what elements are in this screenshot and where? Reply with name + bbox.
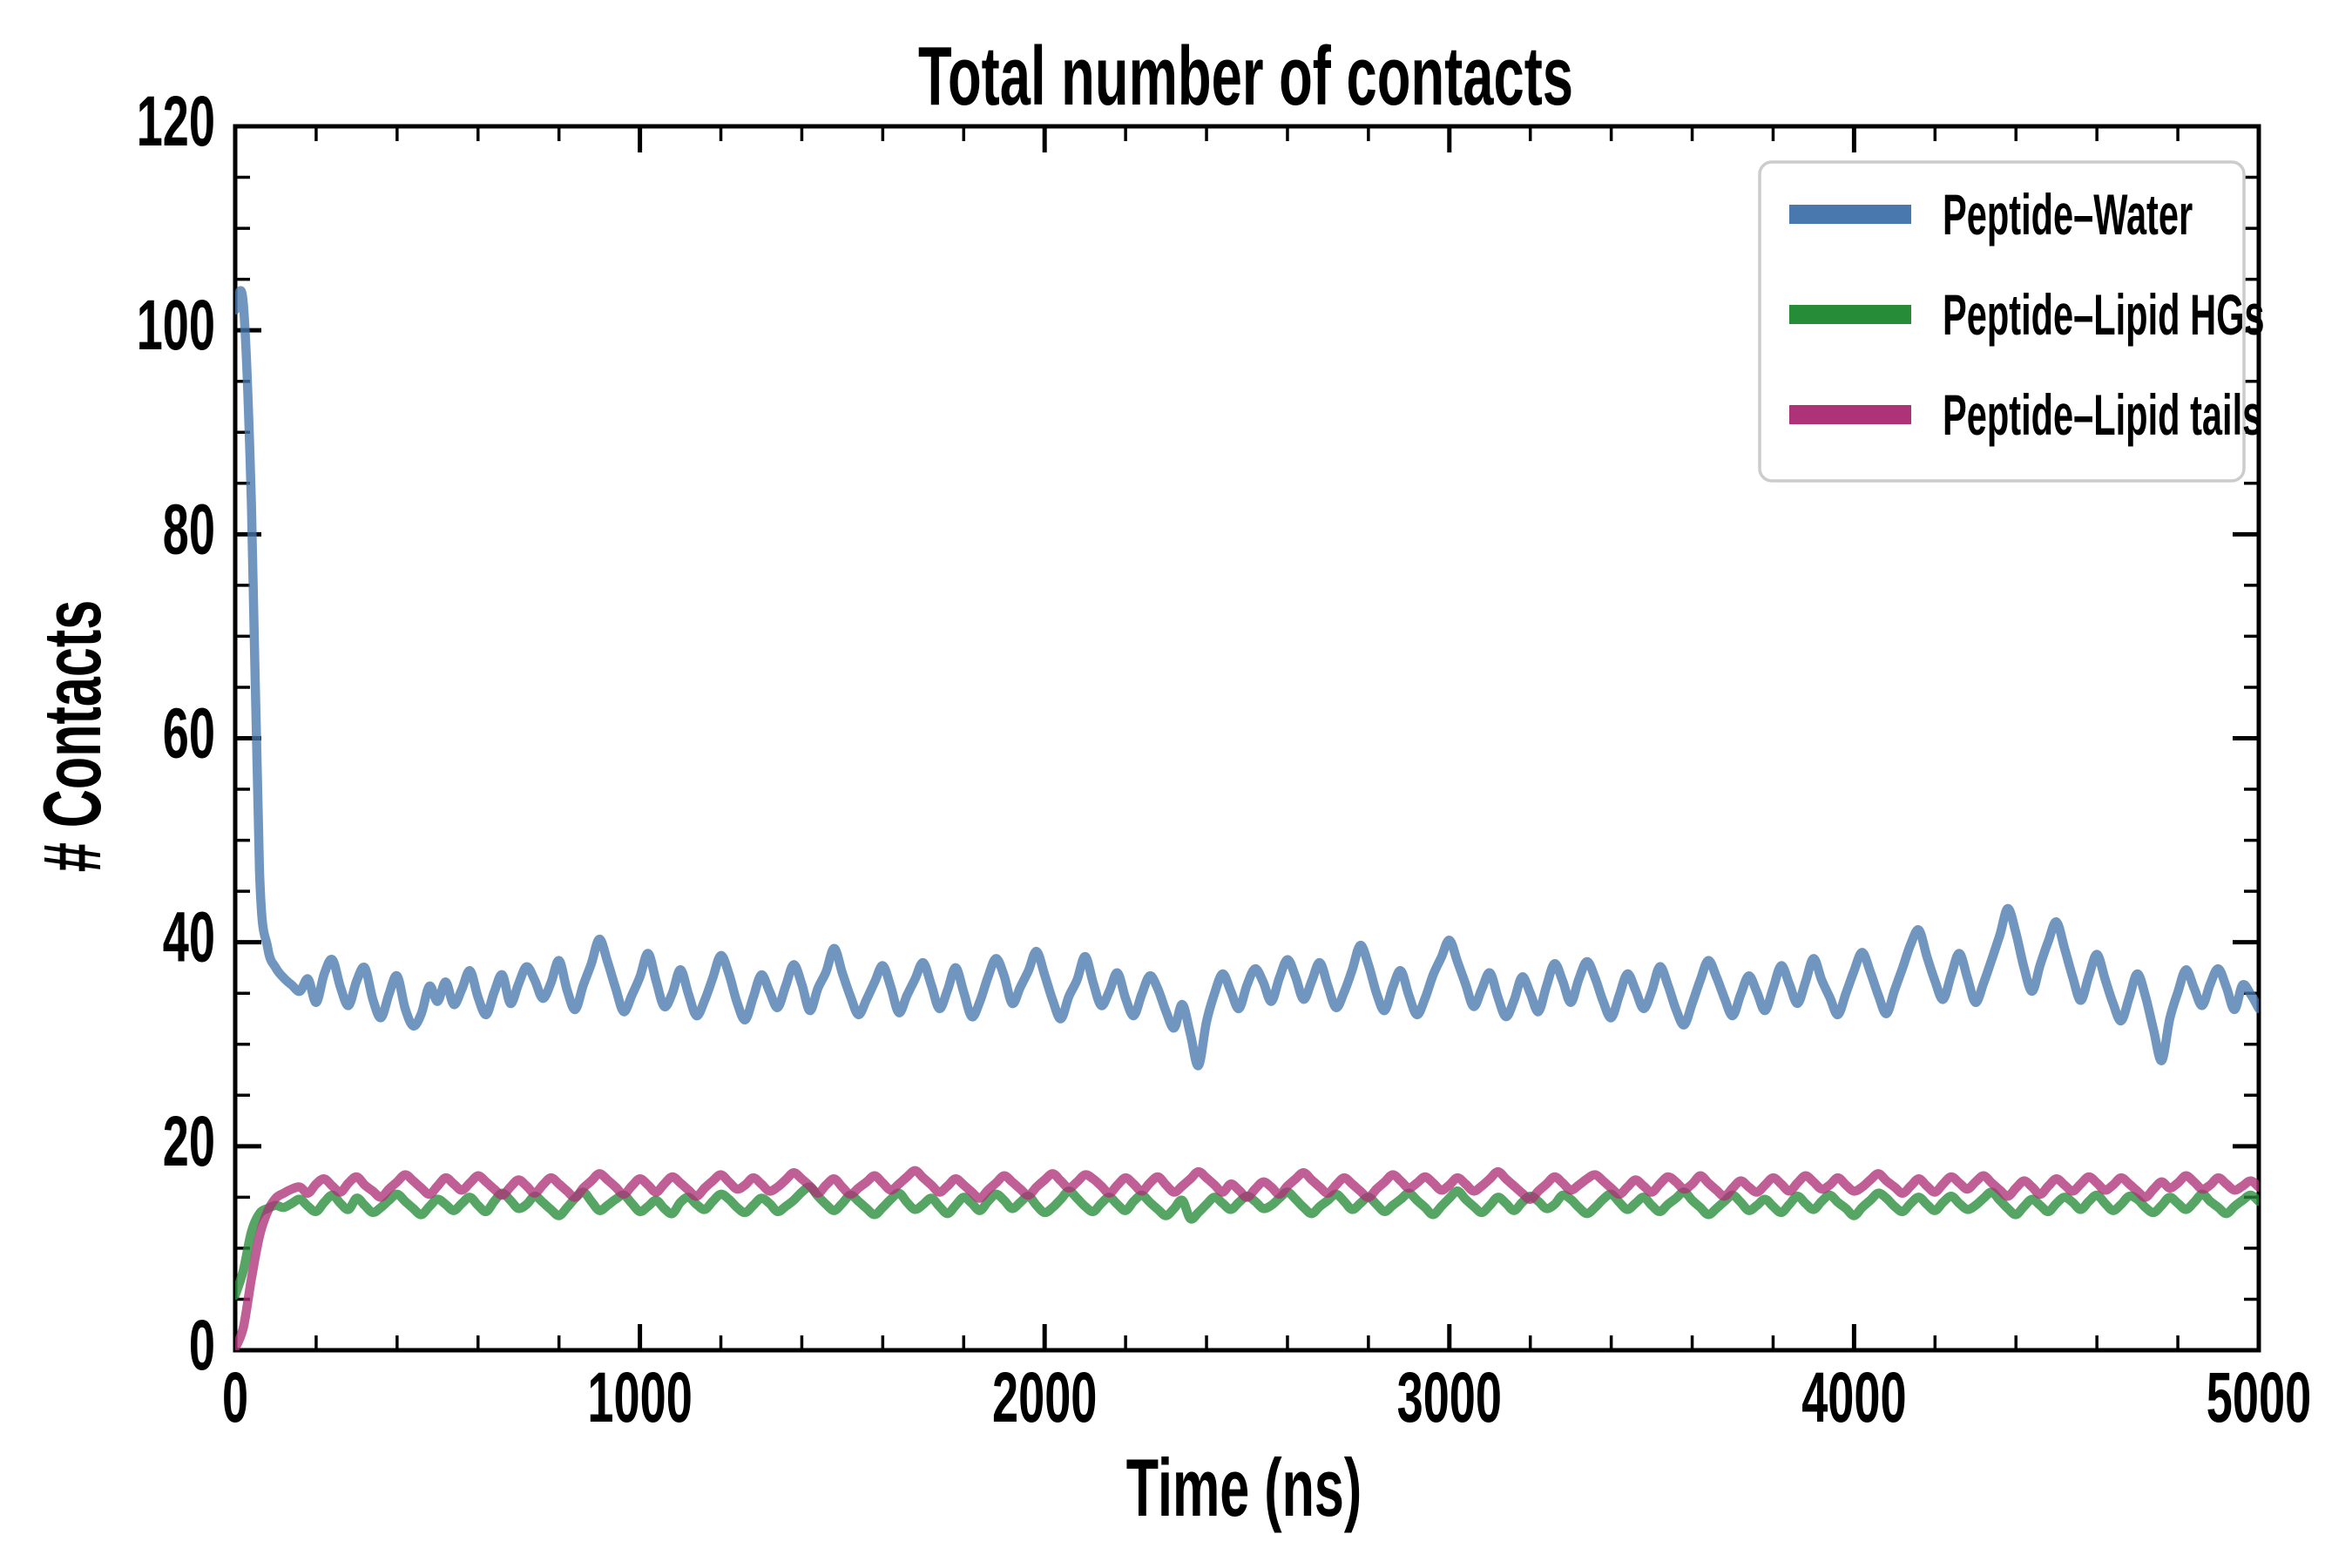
x-axis-label: Time (ns) (1126, 1442, 1362, 1534)
y-tick-label: 20 (163, 1100, 215, 1180)
y-tick-label: 100 (137, 285, 215, 365)
series-line-peptide-lipid-hgs (235, 1182, 2259, 1301)
series-line-peptide-water (235, 286, 2259, 1071)
legend-label-peptide-lipid-tails: Peptide–Lipid tails (1943, 382, 2262, 447)
x-tick-label: 1000 (587, 1357, 692, 1437)
series-line-peptide-lipid-tails (235, 1166, 2259, 1350)
y-axis-label: # Contacts (26, 600, 118, 872)
y-tick-label: 0 (189, 1305, 215, 1385)
x-tick-label: 2000 (992, 1357, 1097, 1437)
legend-box (1758, 160, 2246, 483)
chart-title: Total number of contacts (918, 30, 1573, 123)
legend-layer: Peptide–Water Peptide–Lipid HGs Peptide–Li… (1758, 160, 2265, 483)
legend-label-peptide-lipid-hgs: Peptide–Lipid HGs (1943, 282, 2265, 347)
y-tick-label: 60 (163, 693, 215, 773)
legend-swatch-peptide-water (1789, 205, 1911, 224)
y-tick-label: 40 (163, 896, 215, 977)
x-tick-label: 4000 (1801, 1357, 1906, 1437)
legend-swatch-peptide-lipid-tails (1789, 405, 1911, 424)
y-tick-label: 120 (137, 81, 215, 161)
x-tick-label: 0 (222, 1357, 248, 1437)
legend-swatch-peptide-lipid-hgs (1789, 305, 1911, 324)
legend-label-peptide-water: Peptide–Water (1943, 182, 2193, 247)
x-tick-label: 3000 (1397, 1357, 1502, 1437)
y-tick-label: 80 (163, 489, 215, 569)
series-layer (235, 286, 2259, 1350)
x-tick-label: 5000 (2207, 1357, 2311, 1437)
